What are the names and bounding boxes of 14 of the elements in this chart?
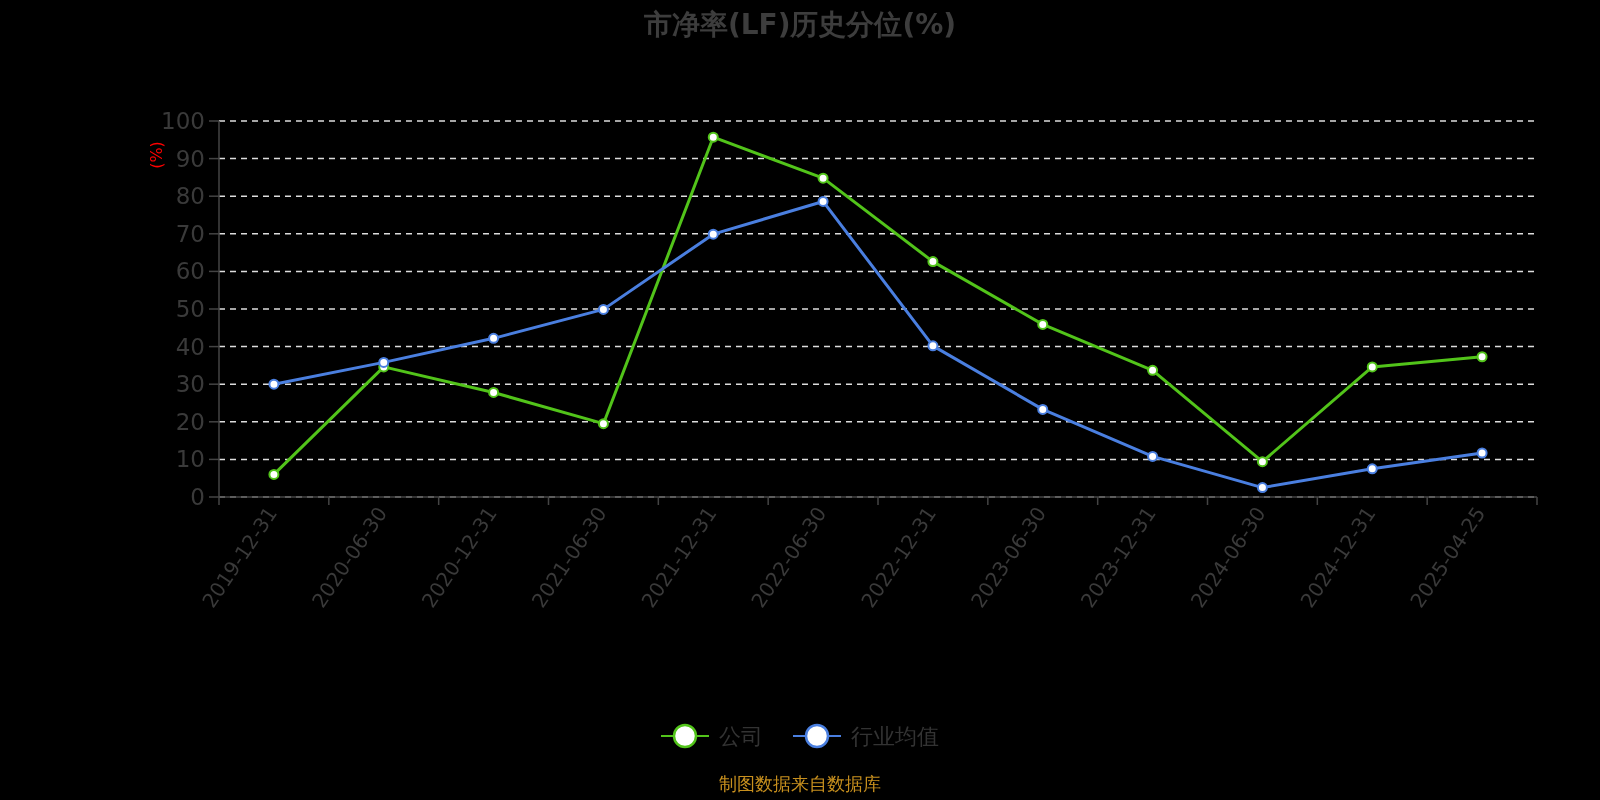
ytick: 20: [175, 408, 205, 435]
ytick: 30: [175, 371, 205, 398]
title: 市净率(LF)历史分位(%): [643, 8, 957, 41]
ytick: 0: [190, 484, 205, 510]
annotation: 制图数据来自数据库: [719, 773, 881, 794]
ylabel: (%): [147, 141, 166, 169]
ytick: 80: [175, 183, 205, 210]
ytick: 50: [175, 296, 205, 322]
ytick: 90: [175, 145, 205, 172]
ytick: 40: [175, 333, 205, 360]
ytick: 60: [175, 258, 205, 285]
ytick: 10: [175, 446, 205, 473]
ytick: 100: [161, 108, 205, 134]
ytick: 70: [175, 220, 205, 247]
